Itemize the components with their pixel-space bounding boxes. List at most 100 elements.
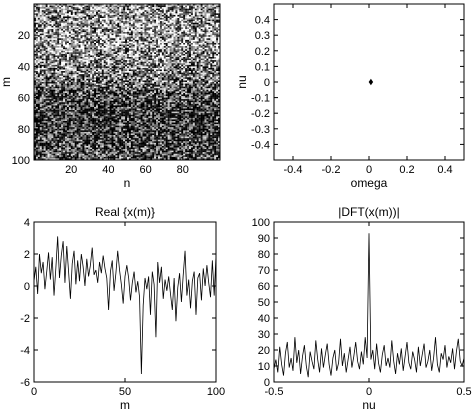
heatmap-cell [183, 25, 186, 28]
heatmap-cell [177, 8, 180, 11]
heatmap-cell [216, 61, 219, 64]
heatmap-cell [150, 55, 153, 58]
heatmap-cell [70, 24, 73, 26]
heatmap-cell [132, 47, 135, 50]
heatmap-cell [96, 39, 99, 42]
heatmap-cell [190, 24, 194, 26]
heatmap-cell [204, 57, 207, 59]
heatmap-cell [163, 4, 166, 6]
heatmap-cell [177, 55, 180, 58]
heatmap-cell [121, 53, 124, 56]
heatmap-cell [132, 74, 135, 76]
heatmap-cell [154, 33, 157, 36]
heatmap-cell [210, 8, 213, 11]
heatmap-cell [190, 38, 194, 41]
heatmap-cell [94, 35, 97, 37]
heatmap-cell [109, 57, 112, 59]
heatmap-cell [208, 36, 211, 39]
heatmap-cell [167, 60, 170, 62]
heatmap-cell [68, 24, 71, 26]
heatmap-cell [59, 69, 62, 72]
heatmap-cell [167, 28, 170, 31]
heatmap-cell [47, 33, 50, 36]
heatmap-cell [41, 85, 44, 87]
heatmap-cell [57, 8, 60, 11]
heatmap-cell [101, 7, 104, 9]
heatmap-cell [212, 16, 215, 19]
heatmap-cell [66, 28, 70, 31]
heatmap-cell [97, 55, 101, 58]
heatmap-cell [37, 46, 40, 48]
heatmap-cell [169, 58, 172, 61]
heatmap-cell [80, 19, 83, 22]
heatmap-cell [55, 78, 58, 81]
heatmap-cell [82, 22, 85, 25]
heatmap-cell [96, 16, 99, 19]
heatmap-cell [169, 18, 172, 20]
heatmap-cell [140, 16, 143, 19]
heatmap-cell [96, 43, 99, 45]
heatmap-cell [35, 77, 39, 80]
heatmap-cell [96, 32, 99, 34]
heatmap-cell [190, 63, 194, 65]
heatmap-cell [173, 8, 176, 11]
heatmap-cell [121, 50, 124, 53]
heatmap-cell [39, 69, 42, 72]
heatmap-cell [214, 63, 217, 65]
heatmap-cell [59, 39, 62, 42]
heatmap-cell [80, 58, 83, 61]
heatmap-cell [76, 83, 79, 86]
heatmap-cell [127, 74, 130, 76]
heatmap-cell [92, 77, 95, 80]
heatmap-cell [171, 22, 174, 25]
heatmap-cell [121, 25, 124, 28]
heatmap-cell [202, 63, 205, 65]
heatmap-cell [37, 82, 40, 84]
heatmap-cell [200, 50, 203, 53]
heatmap-cell [105, 52, 108, 55]
heatmap-cell [148, 32, 151, 34]
heatmap-cell [154, 32, 157, 34]
heatmap-cell [154, 55, 157, 58]
heatmap-cell [177, 27, 180, 30]
heatmap-cell [66, 21, 70, 23]
heatmap-cell [158, 24, 161, 26]
heatmap-cell [37, 4, 40, 6]
heatmap-cell [117, 25, 120, 28]
heatmap-cell [47, 21, 50, 23]
heatmap-cell [167, 46, 170, 48]
heatmap-cell [140, 4, 143, 6]
heatmap-cell [94, 30, 97, 33]
heatmap-cell [103, 7, 106, 9]
heatmap-cell [159, 33, 163, 36]
heatmap-cell [194, 52, 197, 55]
heatmap-cell [181, 75, 184, 78]
heatmap-cell [51, 32, 54, 34]
heatmap-cell [90, 64, 93, 67]
heatmap-cell [194, 83, 197, 86]
heatmap-cell [66, 49, 70, 51]
heatmap-cell [115, 11, 118, 14]
heatmap-cell [177, 28, 180, 31]
heatmap-cell [163, 69, 166, 72]
heatmap-cell [190, 80, 194, 83]
heatmap-cell [200, 69, 203, 72]
heatmap-cell [148, 46, 151, 48]
heatmap-cell [214, 71, 217, 73]
heatmap-cell [189, 10, 192, 12]
heatmap-cell [169, 52, 172, 55]
heatmap-cell [111, 46, 114, 48]
heatmap-cell [128, 16, 132, 19]
heatmap-cell [190, 82, 194, 84]
heatmap-cell [90, 52, 93, 55]
heatmap-cell [152, 63, 155, 65]
heatmap-cell [218, 75, 221, 78]
heatmap-cell [181, 53, 184, 56]
heatmap-cell [146, 80, 149, 83]
heatmap-cell [200, 75, 203, 78]
heatmap-cell [45, 49, 48, 51]
heatmap-cell [119, 80, 122, 83]
heatmap-cell [61, 75, 64, 78]
heatmap-cell [41, 75, 44, 78]
heatmap-cell [113, 25, 116, 28]
